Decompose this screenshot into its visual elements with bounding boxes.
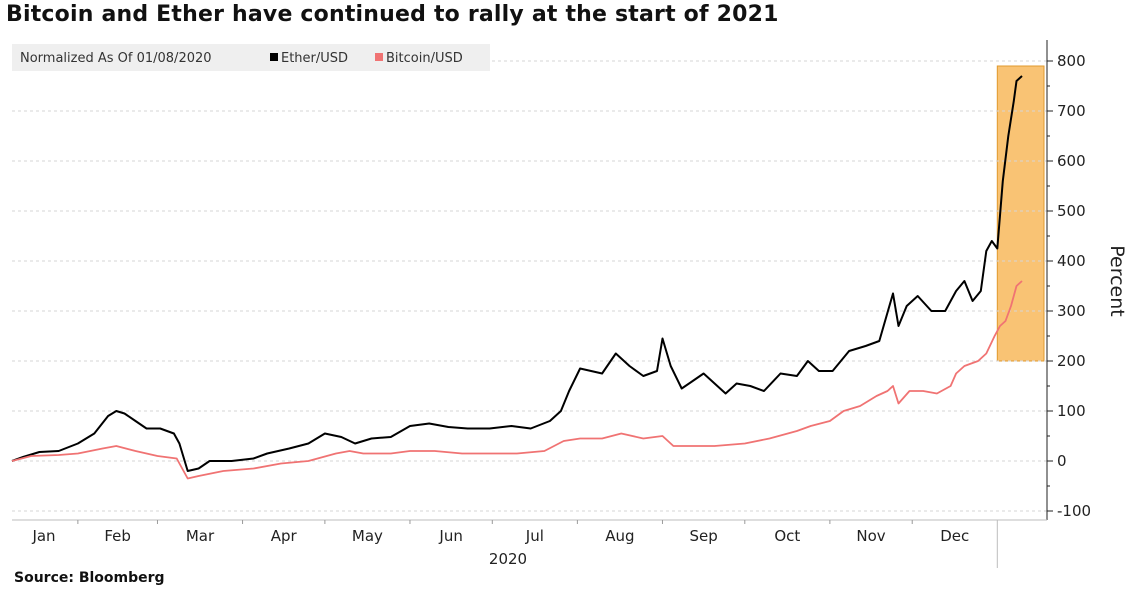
y-tick-label: 400	[1057, 252, 1086, 270]
x-month-label: Oct	[774, 527, 800, 545]
x-month-label: Jul	[525, 527, 544, 545]
plot-area	[12, 40, 1047, 520]
y-axis-title: Percent	[1106, 245, 1128, 317]
y-tick-label: 200	[1057, 352, 1086, 370]
y-tick-label: 600	[1057, 152, 1086, 170]
x-month-label: Jan	[31, 527, 55, 545]
x-month-label: Dec	[940, 527, 969, 545]
legend-label: Ether/USD	[281, 51, 348, 66]
x-month-label: Sep	[689, 527, 717, 545]
legend-swatch	[270, 53, 278, 61]
x-month-label: Apr	[271, 527, 298, 545]
x-month-label: Feb	[104, 527, 131, 545]
legend-swatch	[375, 53, 383, 61]
chart-title: Bitcoin and Ether have continued to rall…	[6, 2, 779, 27]
y-tick-label: 300	[1057, 302, 1086, 320]
x-month-label: Mar	[186, 527, 215, 545]
y-tick-label: 0	[1057, 452, 1067, 470]
legend-box	[12, 44, 490, 71]
series-line-bitcoin-usd	[11, 280, 1023, 480]
x-year-label: 2020	[489, 550, 527, 568]
x-month-label: May	[352, 527, 383, 545]
legend-label: Bitcoin/USD	[386, 51, 463, 66]
legend-normalization: Normalized As Of 01/08/2020	[20, 51, 212, 66]
series-line-ether-usd	[11, 75, 1023, 472]
y-tick-label: -100	[1057, 502, 1091, 520]
y-tick-label: 700	[1057, 102, 1086, 120]
y-tick-label: 100	[1057, 402, 1086, 420]
y-tick-label: 500	[1057, 202, 1086, 220]
x-month-label: Jun	[438, 527, 462, 545]
x-month-label: Nov	[856, 527, 885, 545]
source-label: Source: Bloomberg	[14, 570, 165, 586]
y-tick-label: 800	[1057, 52, 1086, 70]
x-month-label: Aug	[605, 527, 634, 545]
highlight-box	[996, 65, 1045, 362]
